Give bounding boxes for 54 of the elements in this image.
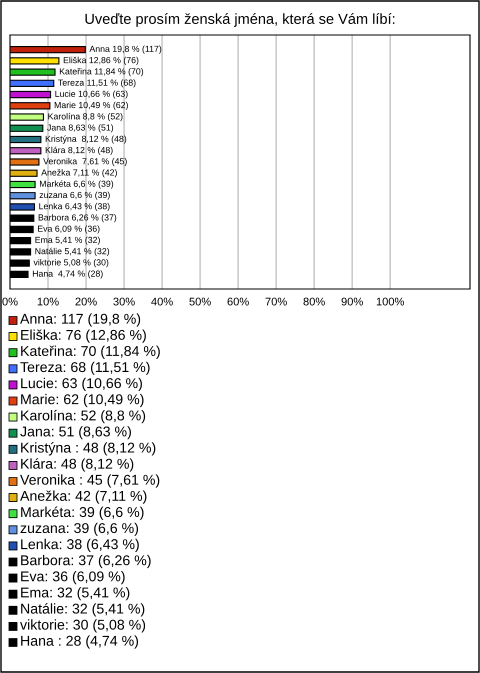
x-tick-label: 0% bbox=[2, 298, 18, 306]
text: Eliška: 76 (12,86 %) bbox=[21, 329, 146, 343]
data-label: Karolína 8,8 % (52) bbox=[48, 112, 122, 122]
x-tick-label: 20% bbox=[75, 298, 97, 306]
x-tick-label: 10% bbox=[38, 298, 59, 306]
x-tick-label: 60% bbox=[228, 298, 249, 306]
text: Natálie: 32 (5,41 %) bbox=[21, 603, 144, 616]
text: Jana: 51 (8,63 %) bbox=[20, 426, 131, 440]
text: Ema: 32 (5,41 %) bbox=[21, 587, 130, 600]
x-tick-label: 90% bbox=[342, 298, 363, 306]
text: Markéta: 39 (6,6 %) bbox=[21, 506, 144, 520]
data-label: Veronika 7,61 % (45) bbox=[43, 158, 127, 166]
text: viktorie: 30 (5,08 %) bbox=[20, 619, 146, 632]
data-label: Lucie 10,66 % (63) bbox=[55, 90, 128, 99]
data-label: Natálie 5,41 % (32) bbox=[35, 248, 110, 256]
data-label: Ema 5,41 % (32) bbox=[35, 236, 100, 245]
data-label: viktorie 5,08 % (30) bbox=[34, 259, 108, 268]
text: Kateřina: 70 (11,84 %) bbox=[21, 346, 160, 359]
data-label: Lenka 6,43 % (38) bbox=[39, 202, 110, 212]
text: Kristýna : 48 (8,12 %) bbox=[21, 442, 156, 456]
data-label: Eva 6,09 % (36) bbox=[38, 225, 100, 234]
data-label: zuzana 6,6 % (39) bbox=[40, 192, 110, 200]
data-label: Anna 19,8 % (117) bbox=[89, 46, 162, 54]
data-label: Hana 4,74 % (28) bbox=[32, 270, 103, 278]
text: Tereza: 68 (11,51 %) bbox=[20, 362, 150, 375]
data-label: Tereza 11,51 % (68) bbox=[58, 79, 136, 88]
text: Barbora: 37 (6,26 %) bbox=[21, 554, 151, 568]
chart-title: Uveďte prosím ženská jména, která se Vám líbí: bbox=[85, 13, 394, 27]
x-tick-label: 100% bbox=[376, 298, 404, 306]
x-tick-label: 70% bbox=[266, 298, 287, 306]
x-tick-label: 80% bbox=[303, 298, 325, 306]
text: Lenka: 38 (6,43 %) bbox=[21, 538, 139, 552]
text: Anna: 117 (19,8 %) bbox=[20, 313, 140, 327]
text: Lucie: 63 (10,66 %) bbox=[21, 378, 142, 391]
text: Veronika : 45 (7,61 %) bbox=[20, 474, 160, 488]
data-label: Jana 8,63 % (51) bbox=[47, 124, 114, 132]
text: zuzana: 39 (6,6 %) bbox=[20, 522, 138, 536]
data-label: Kristýna 8,12 % (48) bbox=[46, 135, 126, 144]
x-tick-label: 50% bbox=[189, 298, 211, 306]
text: Hana : 28 (4,74 %) bbox=[21, 635, 138, 649]
x-tick-label: 40% bbox=[151, 298, 173, 306]
data-label: Kateřina 11,84 % (70) bbox=[60, 68, 144, 76]
data-label: Eliška 12,86 % (76) bbox=[64, 56, 138, 65]
x-tick-label: 30% bbox=[113, 298, 135, 306]
text: Eva: 36 (6,09 %) bbox=[21, 570, 125, 584]
text: Klára: 48 (8,12 %) bbox=[21, 458, 134, 472]
text: Marie: 62 (10,49 %) bbox=[21, 394, 144, 408]
data-label: Markéta 6,6 % (39) bbox=[40, 180, 114, 189]
data-label: Barbora 6,26 % (37) bbox=[38, 214, 116, 222]
text: Karolína: 52 (8,8 %) bbox=[21, 410, 146, 424]
data-label: Anežka 7,11 % (42) bbox=[41, 169, 117, 178]
text: Anežka: 42 (7,11 %) bbox=[20, 490, 146, 504]
data-label: Marie 10,49 % (62) bbox=[54, 102, 128, 110]
data-label: Klára 8,12 % (48) bbox=[46, 146, 113, 155]
